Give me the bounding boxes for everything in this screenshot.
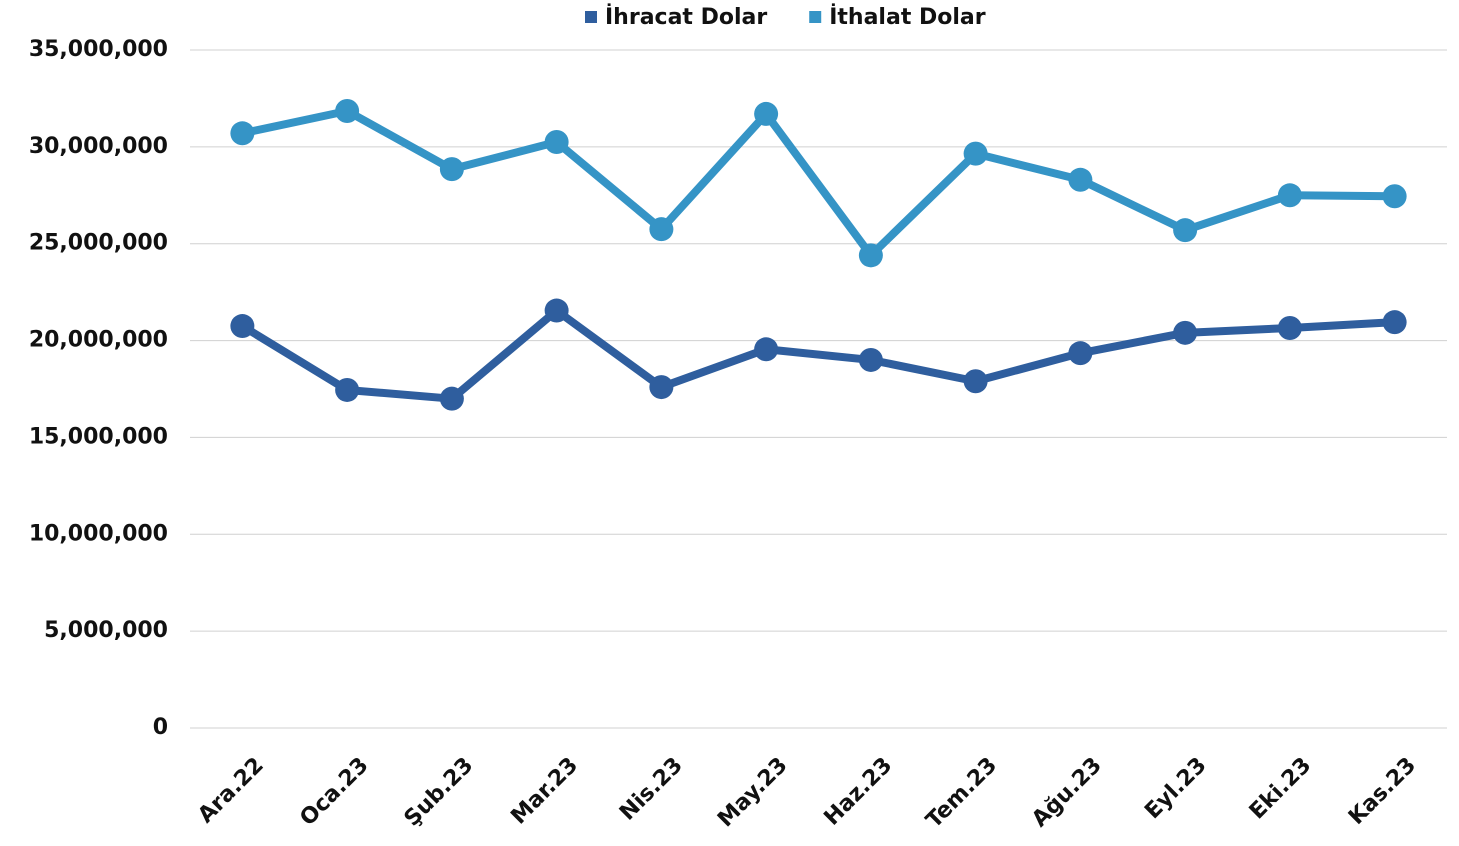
y-tick-label: 10,000,000: [29, 521, 168, 546]
point: [335, 99, 360, 124]
point: [1382, 310, 1407, 335]
legend-label: İhracat Dolar: [605, 4, 767, 30]
point: [963, 141, 988, 166]
x-tick-label: Eyl.23: [1140, 753, 1211, 824]
point: [1382, 184, 1407, 209]
point: [649, 217, 674, 242]
x-tick-label: Kas.23: [1344, 753, 1421, 830]
series-line: [241, 107, 1395, 260]
point: [649, 375, 674, 400]
point: [1277, 315, 1302, 340]
point: [1068, 167, 1093, 192]
x-tick-label: Eki.23: [1245, 753, 1317, 825]
point: [858, 347, 883, 372]
point: [858, 243, 883, 268]
point: [439, 386, 464, 411]
x-tick-label: Nis.23: [615, 753, 688, 826]
y-tick-label: 35,000,000: [29, 37, 168, 62]
x-tick-label: Ara.22: [193, 753, 268, 828]
point: [1173, 320, 1198, 345]
point: [439, 157, 464, 182]
point: [1068, 341, 1093, 366]
x-tick-label: Mar.23: [506, 753, 583, 830]
point: [1277, 183, 1302, 208]
x-tick-label: May.23: [713, 753, 792, 832]
y-tick-label: 0: [153, 715, 168, 740]
point: [544, 298, 569, 323]
x-tick-label: Oca.23: [295, 753, 373, 831]
point: [754, 337, 779, 362]
point: [963, 369, 988, 394]
y-tick-label: 20,000,000: [29, 328, 168, 353]
point: [1173, 218, 1198, 243]
point: [335, 377, 360, 402]
y-tick-label: 5,000,000: [44, 618, 168, 643]
point: [754, 101, 779, 126]
x-tick-label: Şub.23: [400, 753, 479, 832]
point: [544, 130, 569, 155]
legend-swatch: [809, 11, 822, 23]
point: [230, 314, 255, 339]
x-tick-label: Haz.23: [820, 753, 898, 831]
x-tick-label: Tem.23: [922, 753, 1003, 834]
y-tick-label: 25,000,000: [29, 231, 168, 256]
x-tick-label: Ağu.23: [1027, 753, 1106, 832]
series-line: [240, 306, 1395, 403]
y-tick-label: 30,000,000: [29, 134, 168, 159]
point: [230, 121, 255, 146]
y-tick-label: 15,000,000: [29, 424, 168, 449]
legend-label: İthalat Dolar: [829, 4, 986, 30]
legend-swatch: [585, 11, 597, 23]
